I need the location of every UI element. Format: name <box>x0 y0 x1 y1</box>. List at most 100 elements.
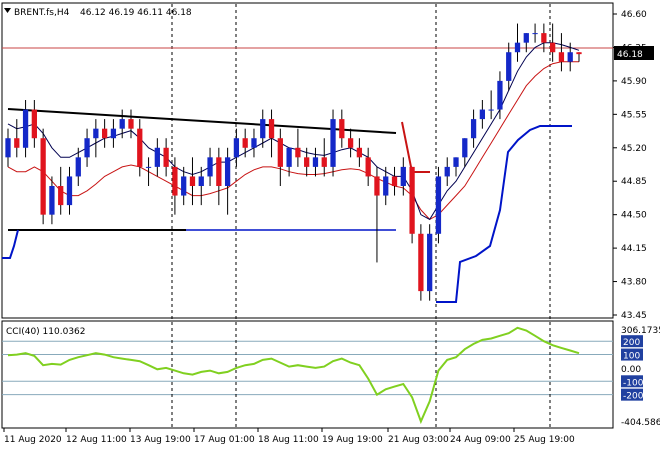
price-tick-label: 45.55 <box>621 110 647 120</box>
candle-body <box>31 109 37 139</box>
candle-body <box>558 52 565 62</box>
cci-tick-label: -404.586 <box>621 418 660 428</box>
candle-body <box>312 157 319 167</box>
current-price-label: 46.18 <box>617 50 643 60</box>
candle-body <box>523 33 529 43</box>
candle-body <box>506 52 512 81</box>
cci-level-badge <box>621 388 643 401</box>
candle-body <box>172 166 178 196</box>
candle-body <box>321 157 327 167</box>
trailing-stop-line-red <box>401 121 430 173</box>
candle-body <box>93 128 99 139</box>
candle-body <box>567 52 573 62</box>
candle-body <box>374 176 380 196</box>
candle-body <box>286 147 292 167</box>
candle-body <box>128 119 134 129</box>
candle-body <box>347 138 354 148</box>
indicator-plot-frame <box>1 320 614 429</box>
candle-body <box>66 176 73 206</box>
slow-moving-average-line <box>7 61 579 221</box>
candle-body <box>550 42 556 53</box>
symbol-dropdown-icon[interactable] <box>4 8 11 13</box>
candle-body <box>268 119 275 139</box>
time-tick-label: 21 Aug 03:00 <box>388 435 449 445</box>
price-tick-label: 45.90 <box>621 77 647 87</box>
cci-series <box>7 326 580 425</box>
time-tick-label: 25 Aug 19:00 <box>514 435 575 445</box>
price-tick-label: 46.60 <box>621 10 647 20</box>
current-price-badge <box>614 46 654 60</box>
candle-body <box>260 119 266 139</box>
candle-body <box>453 157 459 167</box>
candle-body <box>514 42 521 53</box>
cci-level-badge <box>621 335 643 348</box>
time-tick-label: 24 Aug 09:00 <box>450 435 511 445</box>
candlestick-series <box>5 23 582 301</box>
cci-level-badge <box>621 375 643 388</box>
candle-body <box>470 119 477 139</box>
candle-body <box>233 138 240 158</box>
candle-body <box>532 33 538 35</box>
candle-body <box>22 109 29 148</box>
cci-tick-label: 0.00 <box>621 365 641 375</box>
candle-body <box>479 109 486 120</box>
candle-body <box>198 176 204 186</box>
cci-tick-label: -200 <box>623 392 644 402</box>
candle-body <box>145 166 152 168</box>
candle-body <box>110 128 117 139</box>
cci-level-badge <box>621 348 643 361</box>
cci-y-axis: 306.1735 200 100 0.00 -100 -200 -404.586 <box>2 326 660 428</box>
ohlc-readout: 46.12 46.19 46.11 46.18 <box>80 8 192 18</box>
candle-body <box>488 109 494 111</box>
resistance-trend-line <box>7 108 397 134</box>
candle-body <box>497 80 503 110</box>
candle-body <box>84 138 90 158</box>
candle-body <box>304 157 310 167</box>
candle-body <box>462 138 468 158</box>
candle-body <box>154 147 160 167</box>
candle-body <box>224 157 231 186</box>
candle-body <box>251 138 257 148</box>
cci-line <box>7 326 580 425</box>
time-tick-label: 12 Aug 11:00 <box>66 435 127 445</box>
candle-body <box>444 166 450 177</box>
price-tick-label: 44.50 <box>621 211 647 221</box>
candle-body <box>277 138 283 167</box>
cci-tick-label: -100 <box>623 378 644 388</box>
candle-body <box>427 233 433 292</box>
price-tick-label: 45.20 <box>621 144 647 154</box>
candle-body <box>330 119 336 167</box>
time-tick-label: 18 Aug 11:00 <box>258 435 319 445</box>
cci-tick-label: 200 <box>623 338 640 348</box>
candle-body <box>181 176 187 196</box>
time-x-axis: 11 Aug 2020 12 Aug 11:00 13 Aug 19:00 17 Au… <box>3 428 575 445</box>
candle-body <box>137 128 143 167</box>
vertical-period-markers <box>171 4 551 428</box>
cci-tick-label: 100 <box>623 352 640 362</box>
candle-body <box>242 138 248 148</box>
candle-body <box>75 157 81 177</box>
candle-body <box>356 147 363 158</box>
time-tick-label: 19 Aug 19:00 <box>322 435 383 445</box>
candle-body <box>163 147 169 167</box>
fast-moving-average-line <box>7 42 580 221</box>
candle-body <box>216 157 222 186</box>
cci-tick-label: 306.1735 <box>621 326 660 336</box>
time-tick-label: 17 Aug 01:00 <box>194 435 255 445</box>
time-tick-label: 11 Aug 2020 <box>4 435 62 445</box>
candle-body <box>435 176 442 234</box>
price-tick-label: 44.15 <box>621 244 647 254</box>
symbol-label: BRENT.fs,H4 <box>14 8 70 18</box>
candle-body <box>541 33 547 43</box>
price-tick-label: 43.80 <box>621 278 647 288</box>
price-tick-label: 43.45 <box>621 311 647 321</box>
cci-label: CCI(40) 110.0362 <box>6 327 86 337</box>
candle-body <box>391 176 398 186</box>
trailing-stop-line <box>436 125 572 303</box>
main-plot-frame <box>1 2 614 319</box>
candle-body <box>101 128 108 139</box>
candle-body <box>339 119 345 139</box>
candle-body <box>400 166 406 186</box>
candle-body <box>119 119 125 129</box>
